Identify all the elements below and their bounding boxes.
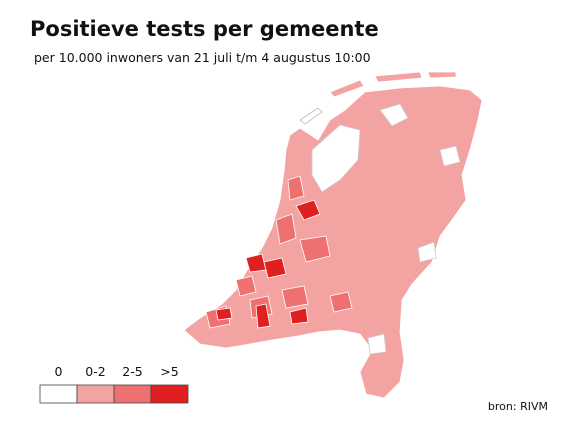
island	[299, 107, 323, 125]
legend: 0 0-2 2-5 >5	[39, 364, 189, 404]
municipality	[417, 241, 437, 263]
municipality	[299, 235, 331, 263]
municipality	[439, 145, 461, 167]
island	[374, 71, 423, 83]
legend-label: 0	[55, 364, 63, 379]
title: Positieve tests per gemeente	[30, 17, 379, 41]
municipality	[329, 291, 353, 313]
municipality	[255, 303, 271, 329]
legend-label: >5	[160, 364, 178, 379]
municipality	[379, 103, 409, 127]
municipality	[289, 307, 309, 325]
netherlands-map	[183, 71, 483, 399]
lake	[311, 124, 361, 193]
island	[329, 79, 365, 98]
island	[427, 71, 457, 79]
legend-label: 0-2	[85, 364, 105, 379]
municipality	[281, 285, 309, 309]
municipality	[367, 333, 387, 355]
legend-swatch	[76, 384, 115, 404]
municipality	[263, 257, 287, 279]
legend-swatch	[150, 384, 189, 404]
municipality	[275, 213, 297, 245]
subtitle: per 10.000 inwoners van 21 juli t/m 4 au…	[34, 50, 371, 65]
legend-swatch	[39, 384, 78, 404]
legend-label: 2-5	[122, 364, 142, 379]
municipality	[295, 199, 321, 221]
municipality	[215, 307, 233, 321]
legend-swatch	[113, 384, 152, 404]
municipality	[235, 275, 257, 297]
source: bron: RIVM	[488, 400, 548, 413]
municipality	[287, 175, 305, 201]
